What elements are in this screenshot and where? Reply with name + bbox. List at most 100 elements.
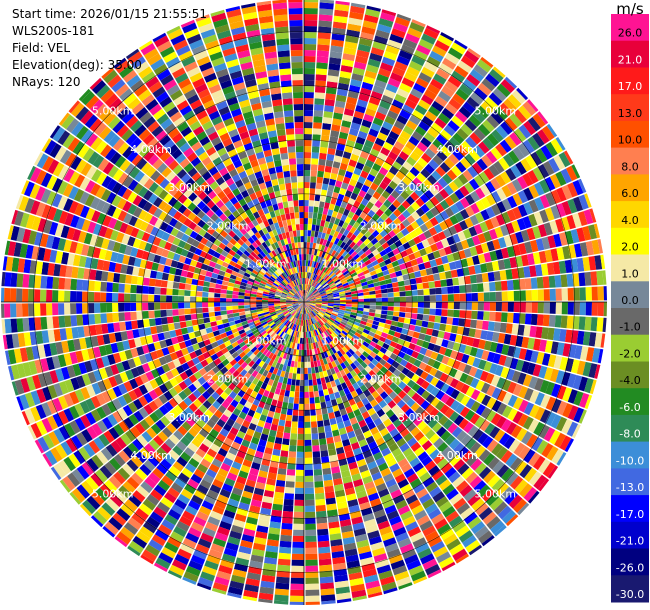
ray-gate [357, 364, 365, 372]
ray-gate [94, 292, 101, 302]
ray-gate [449, 454, 461, 467]
ray-gate [274, 295, 281, 299]
ray-gate [559, 356, 569, 371]
ray-gate [150, 423, 162, 435]
ray-gate [585, 302, 592, 316]
ray-gate [71, 488, 86, 503]
ray-gate [301, 302, 304, 308]
ray-gate [383, 89, 396, 99]
ray-gate [330, 285, 337, 290]
ray-gate [415, 368, 424, 377]
ray-gate [409, 21, 425, 33]
ray-gate [204, 495, 217, 505]
ray-gate [280, 370, 286, 378]
ray-gate [369, 305, 376, 310]
ray-gate [257, 287, 264, 292]
ray-gate [395, 409, 405, 419]
ray-gate [414, 406, 425, 416]
ray-gate [588, 332, 597, 347]
ray-gate [452, 342, 461, 352]
ray-gate [164, 514, 178, 526]
ray-gate [227, 536, 241, 546]
ray-gate [443, 533, 458, 546]
ray-gate [506, 280, 514, 291]
ray-gate [243, 338, 251, 345]
ray-gate [258, 285, 265, 289]
ray-gate [332, 290, 339, 295]
ray-gate [335, 94, 347, 103]
ray-gate [318, 20, 332, 28]
ray-gate [549, 430, 561, 445]
ray-gate [324, 425, 332, 433]
ray-gate [95, 357, 105, 369]
ray-gate [232, 294, 239, 299]
ray-gate [405, 494, 418, 505]
ray-gate [119, 222, 129, 234]
ray-gate [507, 408, 518, 421]
ray-gate [75, 242, 84, 255]
ray-gate [458, 276, 465, 285]
ray-gate [277, 313, 284, 317]
ray-gate [459, 406, 471, 418]
ray-gate [219, 520, 232, 531]
ray-gate [326, 227, 332, 235]
ray-gate [428, 143, 440, 155]
ray-gate [440, 145, 452, 157]
ray-gate [392, 494, 405, 505]
ray-gate [206, 489, 219, 500]
ray-gate [202, 400, 212, 409]
ray-gate [476, 105, 490, 119]
ray-gate [416, 242, 425, 251]
ray-gate [268, 330, 275, 336]
ray-gate [249, 353, 256, 360]
ray-gate [128, 339, 136, 349]
ray-gate [317, 38, 331, 46]
ray-gate [387, 77, 401, 88]
ray-gate [269, 429, 277, 437]
ray-gate [311, 330, 316, 337]
ray-gate [176, 335, 185, 343]
ray-gate [391, 320, 398, 327]
ray-gate [373, 509, 386, 519]
ray-gate [191, 278, 199, 286]
ray-gate [326, 320, 332, 326]
ray-gate [185, 462, 197, 474]
ray-gate [349, 128, 359, 137]
ray-gate [118, 450, 131, 463]
ray-gate [43, 343, 52, 357]
ray-gate [322, 208, 329, 215]
ray-gate [235, 557, 250, 567]
ray-gate [318, 334, 324, 341]
ray-gate [120, 526, 135, 540]
ray-gate [378, 442, 388, 452]
ray-gate [258, 367, 265, 375]
ray-gate [364, 222, 372, 231]
ray-gate [304, 146, 312, 153]
ray-gate [543, 222, 553, 236]
ray-gate [350, 326, 358, 332]
ray-gate [365, 322, 373, 328]
ray-gate [387, 302, 394, 307]
ray-gate [415, 125, 427, 137]
ray-gate [382, 354, 390, 362]
ray-gate [40, 316, 48, 330]
ray-gate [178, 400, 189, 411]
ray-gate [479, 221, 489, 233]
ray-gate [325, 497, 336, 505]
ray-gate [507, 312, 514, 323]
ray-gate [248, 334, 256, 341]
ray-gate [351, 299, 358, 302]
ray-gate [504, 135, 517, 150]
ray-gate [253, 411, 261, 420]
ray-gate [496, 83, 511, 98]
ray-gate [252, 355, 259, 363]
ray-gate [415, 217, 425, 227]
ray-gate [492, 332, 500, 343]
ray-gate [318, 390, 324, 397]
ray-gate [238, 470, 249, 479]
ray-gate [326, 292, 333, 296]
ray-gate [80, 387, 91, 400]
ray-gate [329, 454, 338, 462]
ray-gate [413, 416, 423, 427]
ray-gate [348, 159, 357, 168]
